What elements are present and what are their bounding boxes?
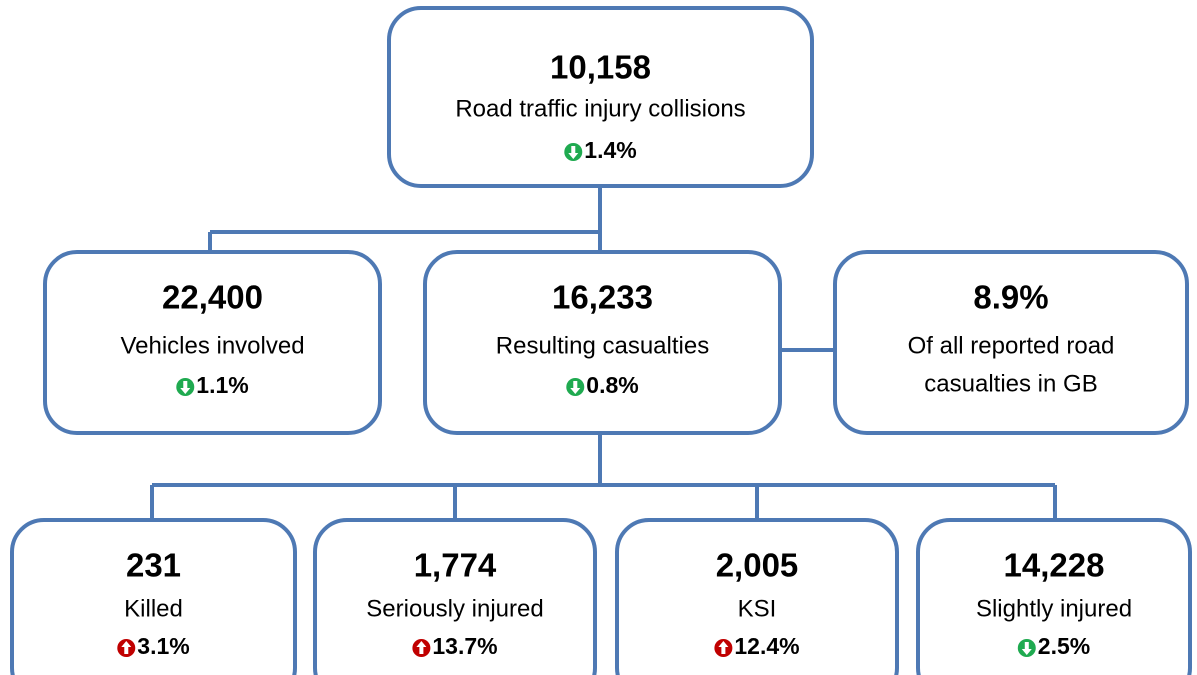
node-label: KSI: [738, 595, 777, 622]
node-box: 16,233 Resulting casualties 0.8%: [423, 250, 782, 435]
box: [916, 518, 1192, 675]
node-label: casualties in GB: [924, 370, 1097, 397]
trend-arrow: [180, 381, 191, 394]
node-change: 2.5%: [1038, 633, 1090, 659]
node-label: Killed: [124, 595, 183, 622]
node-box: 10,158 Road traffic injury collisions 1.4%: [387, 6, 814, 188]
trend-arrow: [570, 381, 581, 394]
node-value: 231: [126, 547, 181, 584]
node-box: 22,400 Vehicles involved 1.1%: [43, 250, 382, 435]
trend-arrow: [568, 146, 579, 159]
node-box: 8.9% Of all reported road casualties in GB: [833, 250, 1189, 435]
box: [387, 6, 814, 188]
node-label: Resulting casualties: [496, 332, 709, 359]
box: [10, 518, 297, 675]
connector: [208, 186, 602, 252]
node-label: Road traffic injury collisions: [455, 95, 745, 122]
node-value: 16,233: [552, 279, 653, 316]
trend-arrow: [121, 641, 132, 654]
node-change: 1.1%: [196, 372, 248, 398]
node-value: 22,400: [162, 279, 263, 316]
node-change: 13.7%: [432, 633, 497, 659]
trend-arrow: [416, 641, 427, 654]
node-box: 2,005 KSI 12.4%: [615, 518, 899, 675]
node-value: 14,228: [1004, 547, 1105, 584]
box: [43, 250, 382, 435]
box: [833, 250, 1189, 435]
connector: [150, 433, 1057, 520]
node-change: 1.4%: [584, 137, 636, 163]
node-label: Slightly injured: [976, 595, 1132, 622]
node-change: 3.1%: [137, 633, 189, 659]
trend-arrow: [1021, 642, 1032, 655]
node-box: 231 Killed 3.1%: [10, 518, 297, 675]
node-value: 2,005: [716, 547, 799, 584]
node-box: 14,228 Slightly injured 2.5%: [916, 518, 1192, 675]
node-box: 1,774 Seriously injured 13.7%: [313, 518, 597, 675]
box: [423, 250, 782, 435]
connectors: [150, 186, 1057, 520]
node-value: 8.9%: [973, 279, 1048, 316]
node-value: 1,774: [414, 547, 497, 584]
node-label: Of all reported road: [908, 332, 1115, 359]
node-label: Seriously injured: [366, 595, 543, 622]
node-value: 10,158: [550, 49, 651, 86]
node-change: 0.8%: [586, 372, 638, 398]
box: [615, 518, 899, 675]
node-label: Vehicles involved: [120, 332, 304, 359]
trend-arrow: [718, 641, 729, 654]
node-change: 12.4%: [734, 633, 799, 659]
box: [313, 518, 597, 675]
